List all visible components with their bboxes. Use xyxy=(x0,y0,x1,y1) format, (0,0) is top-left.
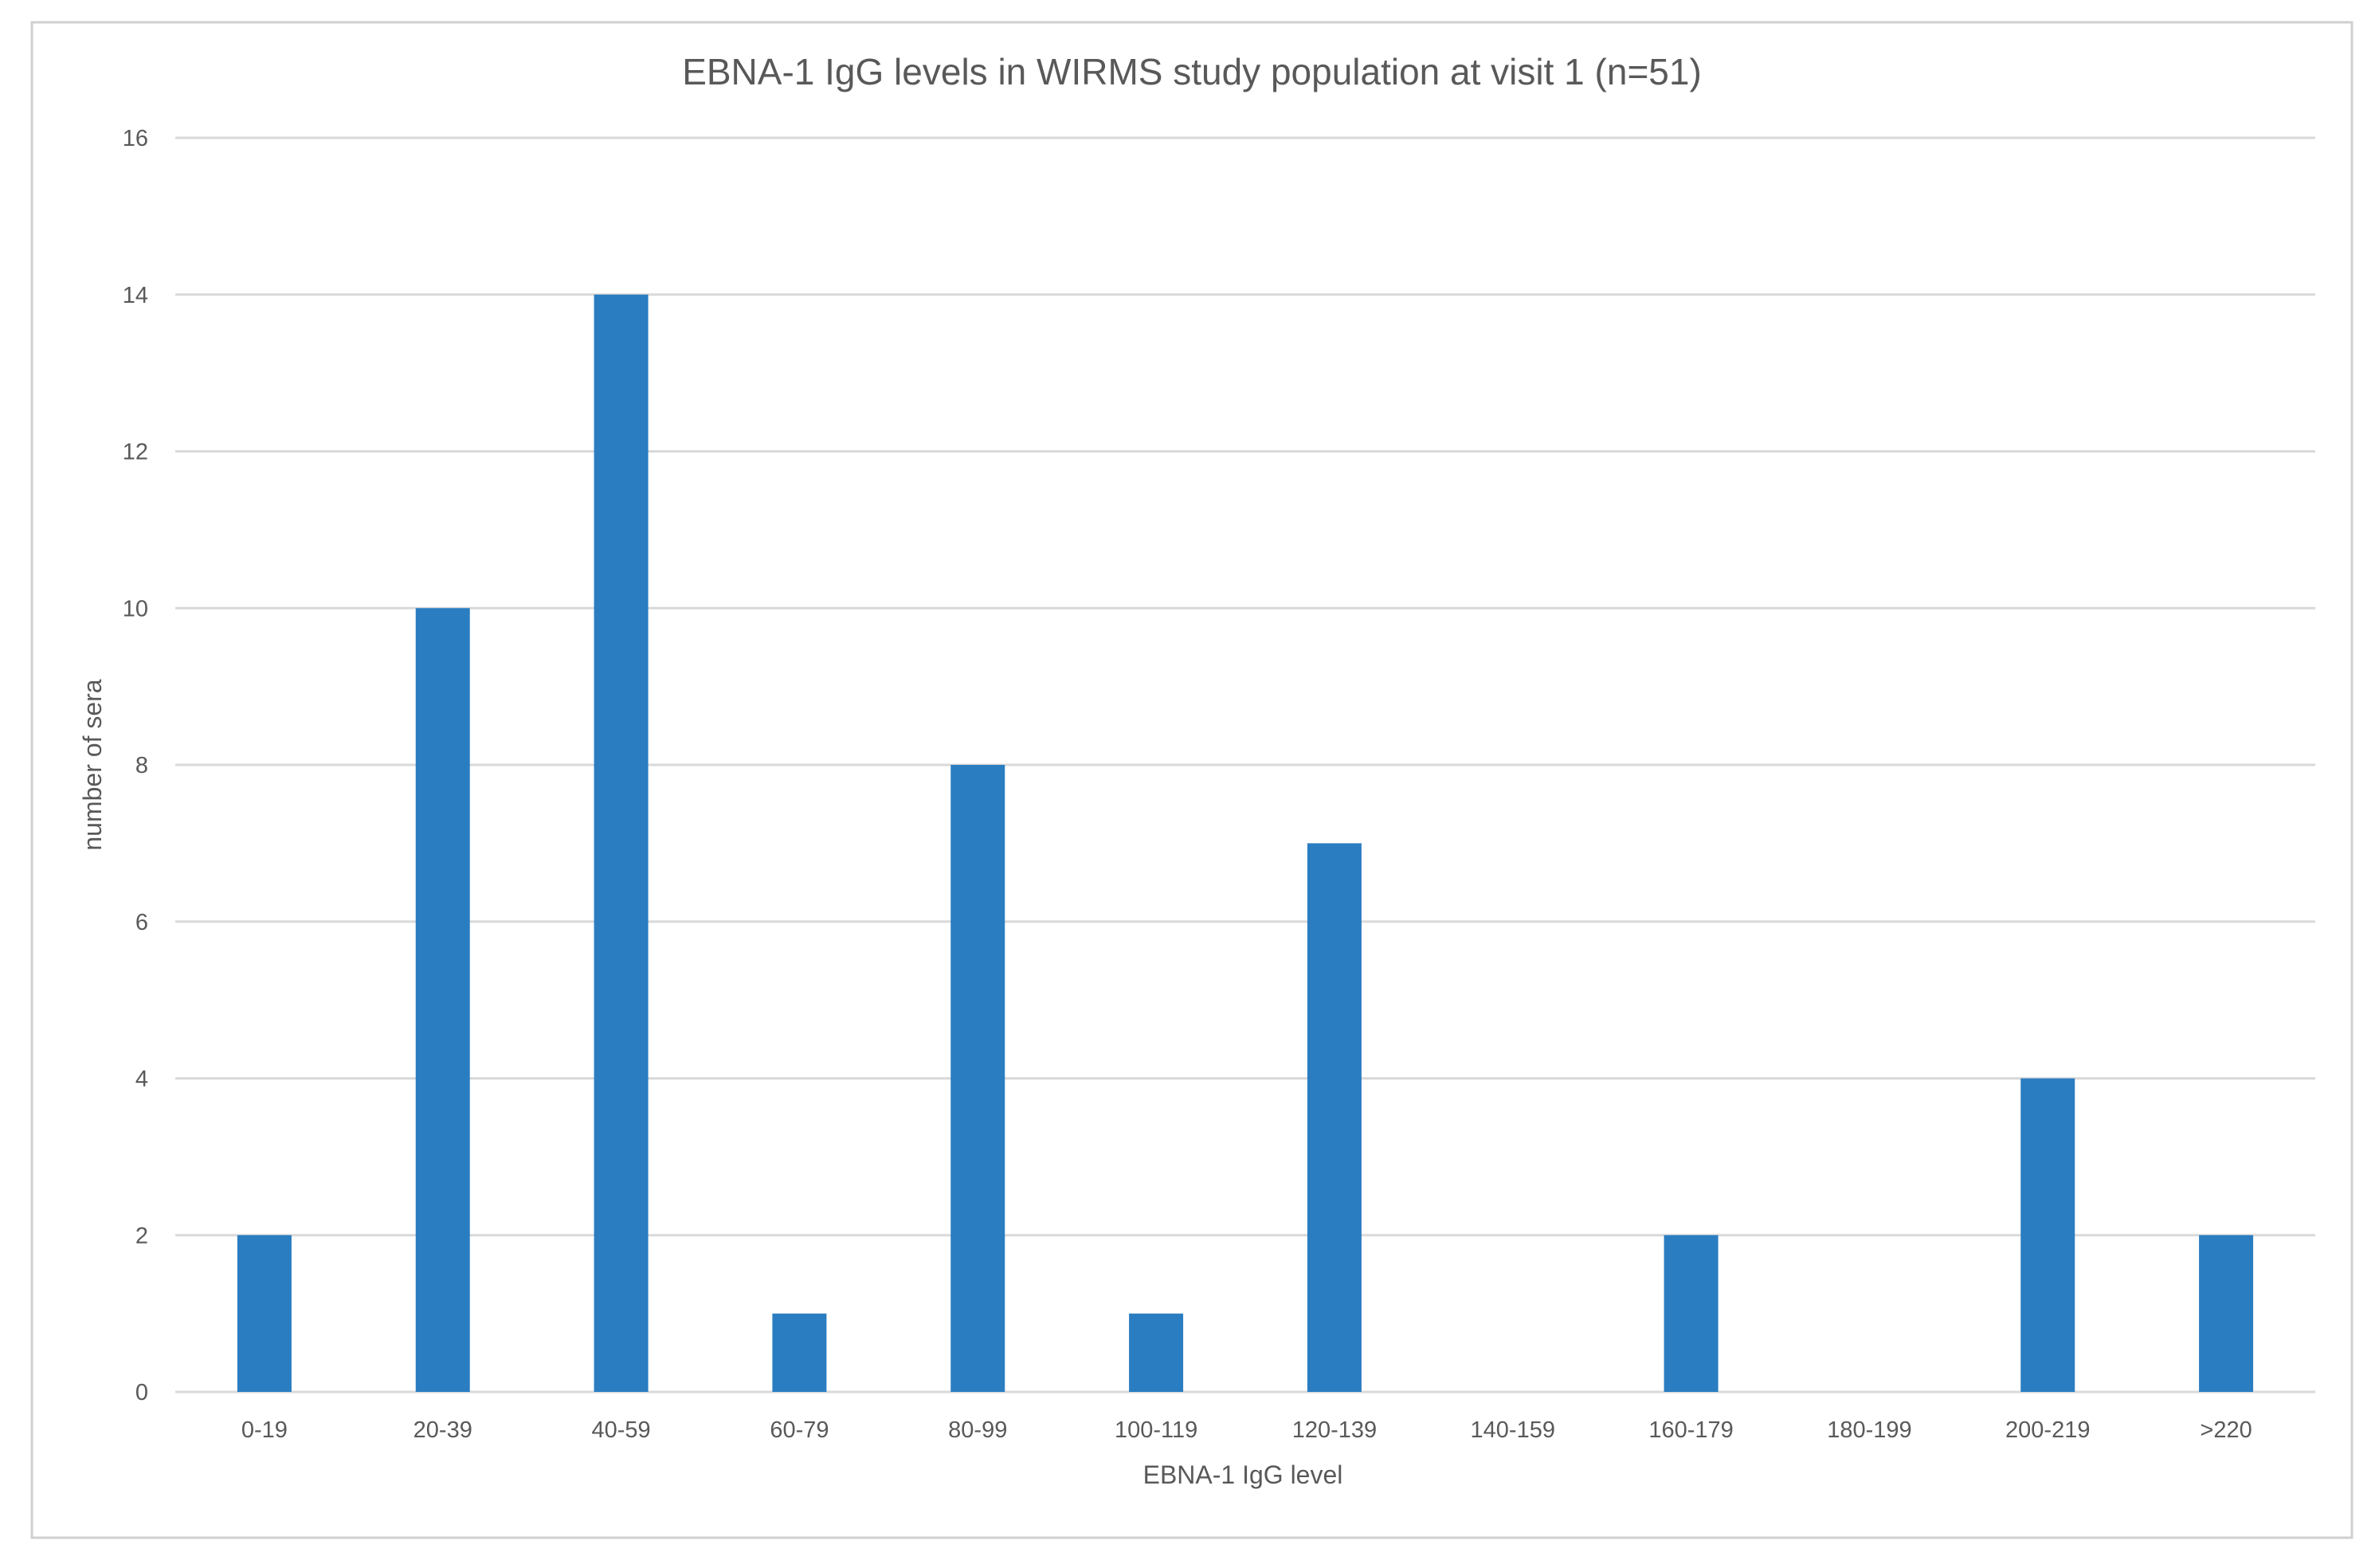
chart-border xyxy=(30,21,2353,1539)
y-tick-label: 6 xyxy=(135,910,148,935)
x-axis-label: EBNA-1 IgG level xyxy=(1143,1460,1343,1489)
bar-200-219 xyxy=(2020,1078,2075,1392)
x-tick-label: 20-39 xyxy=(413,1417,472,1443)
y-tick-label: 10 xyxy=(123,596,148,621)
x-tick-label: 120-139 xyxy=(1292,1417,1377,1443)
y-axis-label: number of sera xyxy=(78,679,107,850)
bar-80-99 xyxy=(950,765,1005,1392)
y-tick-label: 14 xyxy=(123,283,148,308)
x-tick-label: 100-119 xyxy=(1115,1417,1197,1443)
x-tick-label: 60-79 xyxy=(770,1417,829,1443)
x-tick-label: 40-59 xyxy=(591,1417,650,1443)
y-tick-label: 8 xyxy=(135,753,148,778)
x-tick-label: 0-19 xyxy=(241,1417,288,1443)
x-axis-ticks: 0-19 20-39 40-59 60-79 80-99 100-119 120-139 14… xyxy=(241,1417,2252,1443)
bar-40-59 xyxy=(594,294,649,1392)
bars xyxy=(237,294,2254,1392)
y-tick-label: 0 xyxy=(135,1380,148,1405)
y-tick-label: 16 xyxy=(123,126,148,151)
x-tick-label: 180-199 xyxy=(1827,1417,1911,1443)
y-axis-ticks: 0 2 4 6 8 10 12 14 16 xyxy=(123,126,148,1405)
y-tick-label: 4 xyxy=(135,1067,148,1092)
bar->220 xyxy=(2199,1235,2254,1392)
x-tick-label: >220 xyxy=(2200,1417,2252,1443)
bar-60-79 xyxy=(772,1313,827,1392)
bar-20-39 xyxy=(415,608,470,1392)
chart-title: EBNA-1 IgG levels in WIRMS study populat… xyxy=(682,51,1702,92)
bar-120-139 xyxy=(1307,843,1362,1392)
y-tick-label: 2 xyxy=(135,1223,148,1249)
bar-100-119 xyxy=(1129,1313,1184,1392)
x-tick-label: 160-179 xyxy=(1648,1417,1733,1443)
x-tick-label: 140-159 xyxy=(1471,1417,1555,1443)
bar-160-179 xyxy=(1664,1235,1719,1392)
bar-0-19 xyxy=(237,1235,292,1392)
y-tick-label: 12 xyxy=(123,440,148,465)
gridlines xyxy=(175,136,2315,1394)
x-tick-label: 80-99 xyxy=(948,1417,1007,1443)
x-tick-label: 200-219 xyxy=(2005,1417,2090,1443)
